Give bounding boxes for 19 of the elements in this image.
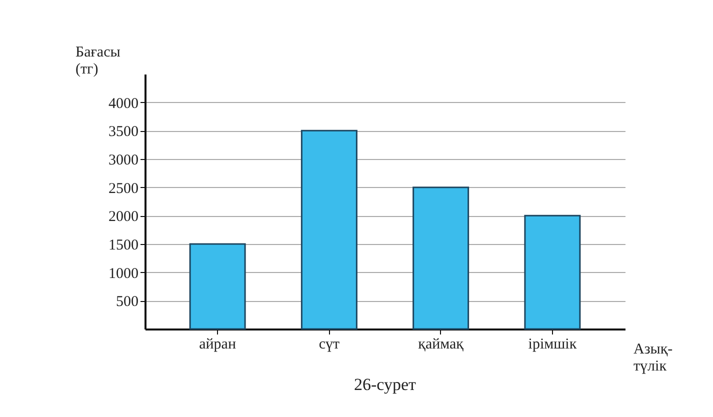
y-tick-label: 1500 (108, 238, 138, 254)
y-tick-label: 3500 (108, 124, 138, 140)
x-tick-label: сүт (318, 336, 340, 352)
bar (300, 130, 358, 330)
x-axis-title: Азық-түлік (634, 342, 673, 374)
x-tick-label: қаймақ (418, 336, 464, 352)
bar (189, 243, 246, 330)
x-tick-label: айран (199, 336, 236, 352)
y-tick-label: 2000 (108, 209, 138, 226)
bar (412, 186, 470, 330)
text: 26-сурет (354, 375, 417, 394)
x-tick-label: ірімшік (528, 336, 578, 352)
y-tick-label: 1000 (108, 266, 138, 282)
bar (524, 214, 581, 330)
y-tick-label: 500 (116, 294, 138, 310)
y-tick-label: 2500 (108, 180, 138, 197)
y-axis-title: Бағасы (тг) (76, 44, 120, 78)
y-tick-label: 4000 (108, 96, 138, 112)
y-tick-label: 3000 (108, 152, 138, 168)
